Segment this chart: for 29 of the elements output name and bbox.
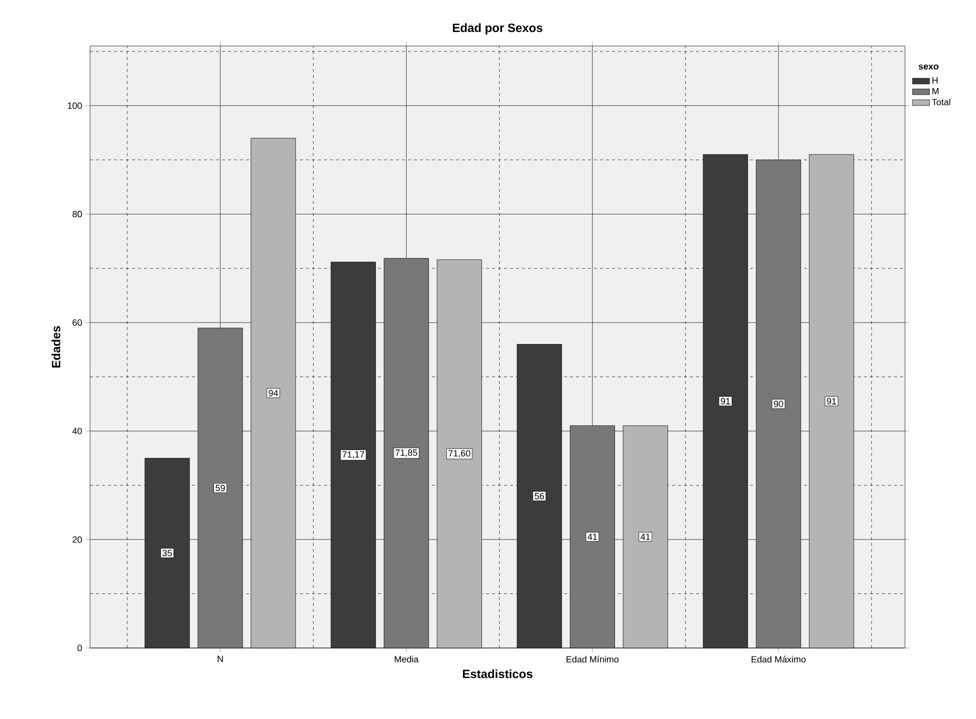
- y-tick-label: 80: [72, 210, 82, 218]
- data-label: 41: [640, 534, 650, 540]
- data-label: 59: [216, 484, 225, 492]
- y-tick-label: 100: [68, 102, 82, 109]
- data-label: 71,60: [448, 450, 470, 458]
- data-label: 94: [268, 390, 278, 396]
- y-tick-label: 20: [72, 536, 82, 543]
- y-axis-title: Edades: [52, 326, 60, 368]
- data-label: 35: [162, 550, 172, 556]
- y-tick-label: 0: [78, 644, 82, 652]
- data-label: 56: [534, 492, 544, 500]
- y-tick-label: 60: [72, 319, 82, 326]
- x-tick-label: Edad Máximo: [752, 656, 806, 663]
- x-tick-label: Media: [394, 656, 419, 662]
- legend-label: Total: [932, 98, 950, 106]
- x-tick-label: N: [218, 656, 223, 662]
- data-label: 91: [720, 398, 730, 404]
- legend-label: M: [932, 88, 939, 94]
- y-tick-label: 40: [72, 428, 82, 434]
- data-label: 91: [826, 398, 836, 404]
- data-label: 90: [774, 400, 784, 408]
- data-label: 71,17: [342, 451, 364, 459]
- data-label: 71,85: [396, 449, 418, 457]
- legend-title: sexo: [918, 64, 938, 70]
- data-label: 41: [588, 534, 597, 540]
- x-tick-label: Edad Mínimo: [566, 656, 619, 663]
- legend-label: H: [932, 77, 938, 84]
- chart-title: Edad por Sexos: [452, 23, 542, 34]
- x-axis-title: Estadisticos: [462, 669, 532, 678]
